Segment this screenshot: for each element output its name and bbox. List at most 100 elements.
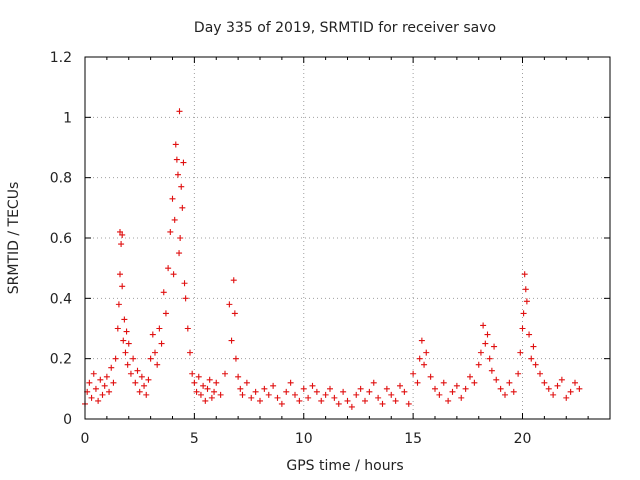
data-point (173, 156, 180, 163)
data-point (292, 391, 298, 398)
data-point (197, 391, 204, 398)
data-point (477, 349, 484, 356)
data-point (226, 301, 233, 308)
data-point (383, 385, 390, 392)
data-point (217, 391, 224, 398)
data-point (145, 376, 152, 383)
data-point (445, 397, 452, 404)
data-points (82, 108, 583, 410)
data-point (230, 277, 237, 284)
data-point (169, 195, 176, 202)
data-point (88, 394, 95, 401)
data-point (493, 376, 500, 383)
data-point (567, 388, 574, 395)
data-point (187, 349, 193, 356)
data-point (172, 141, 179, 148)
data-point (97, 376, 104, 383)
data-point (127, 370, 134, 377)
data-point (414, 379, 421, 386)
data-point (484, 331, 491, 338)
data-point (243, 379, 250, 386)
data-point (370, 379, 377, 386)
data-point (222, 370, 228, 377)
y-tick-label: 0.6 (50, 231, 72, 247)
data-point (418, 337, 425, 344)
y-tick-label: 1 (63, 110, 72, 126)
data-point (486, 355, 493, 362)
y-tick-label: 0.2 (50, 352, 72, 368)
data-point (475, 361, 482, 368)
data-point (125, 340, 132, 347)
data-point (327, 385, 333, 392)
data-point (296, 397, 303, 404)
data-point (178, 183, 185, 190)
data-point (257, 397, 263, 404)
x-tick-label: 0 (81, 431, 90, 447)
data-point (576, 385, 583, 392)
data-point (558, 376, 565, 383)
data-point (427, 373, 434, 380)
data-point (270, 382, 277, 389)
data-point (261, 385, 268, 392)
x-tick-label: 5 (190, 431, 199, 447)
x-tick-label: 15 (404, 431, 422, 447)
data-point (143, 391, 150, 398)
data-point (432, 385, 438, 392)
data-point (278, 400, 285, 407)
data-point (141, 382, 148, 389)
data-point (181, 280, 188, 287)
data-point (149, 331, 156, 338)
data-point (471, 379, 478, 386)
y-axis-ticks: 0 0.2 0.4 0.6 0.8 1 1.2 (50, 50, 610, 428)
data-point (416, 355, 423, 362)
data-point (397, 382, 403, 389)
data-point (123, 328, 130, 335)
chart-title: Day 335 of 2019, SRMTID for receiver sav… (194, 20, 496, 36)
data-point (136, 388, 143, 395)
data-point (122, 349, 129, 356)
data-point (213, 379, 220, 386)
data-point (162, 310, 169, 317)
data-point (252, 388, 259, 395)
data-point (550, 391, 557, 398)
data-point (563, 394, 570, 401)
data-point (180, 159, 187, 166)
data-point (379, 400, 386, 407)
data-point (287, 379, 294, 386)
data-point (167, 228, 174, 235)
data-point (375, 394, 382, 401)
data-point (170, 271, 177, 278)
data-point (231, 310, 238, 317)
data-point (174, 171, 181, 178)
data-point (515, 370, 522, 377)
data-point (108, 364, 115, 371)
data-point (112, 355, 119, 362)
data-point (138, 373, 145, 380)
data-point (200, 382, 207, 389)
data-point (283, 388, 290, 395)
data-point (482, 340, 489, 347)
data-point (179, 204, 186, 211)
data-point (191, 379, 198, 386)
data-point (488, 367, 495, 374)
data-point (305, 394, 312, 401)
data-point (545, 385, 552, 392)
y-tick-label: 0.4 (50, 291, 72, 307)
data-point (158, 340, 165, 347)
data-point (480, 322, 487, 329)
data-point (204, 385, 211, 392)
data-point (160, 289, 167, 296)
data-point (388, 391, 395, 398)
data-point (177, 235, 184, 241)
data-point (101, 382, 108, 389)
data-point (392, 397, 399, 404)
data-point (502, 391, 508, 398)
data-point (156, 325, 163, 332)
data-point (491, 343, 498, 350)
data-point (322, 391, 329, 398)
data-point (357, 385, 364, 392)
data-point (353, 391, 360, 398)
data-point (537, 370, 543, 377)
data-point (340, 388, 347, 395)
